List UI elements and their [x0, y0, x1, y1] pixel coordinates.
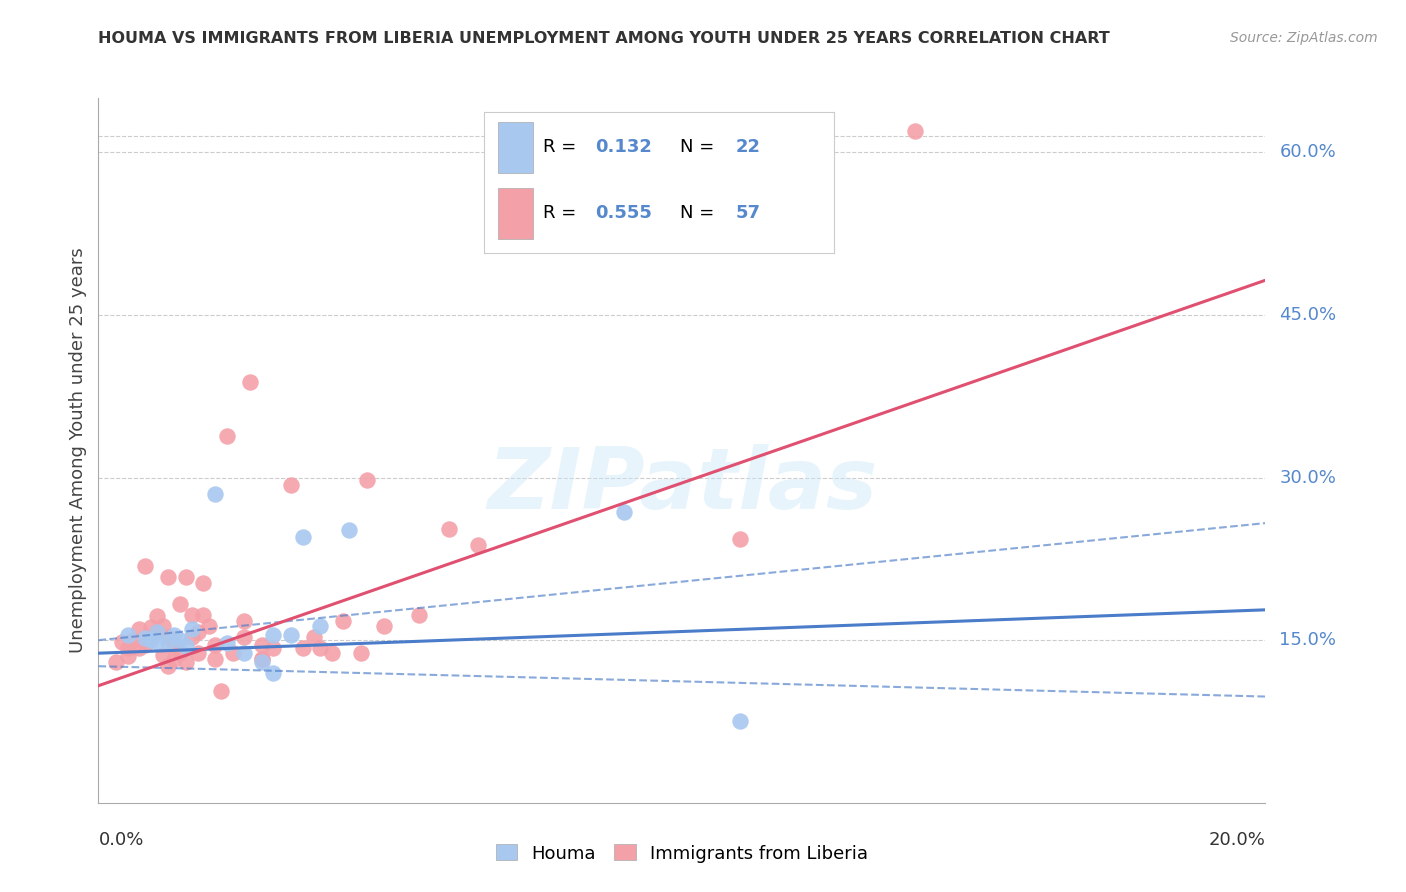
- Point: [215, 429, 238, 443]
- Point: [139, 620, 162, 634]
- Point: [337, 523, 360, 537]
- Text: Source: ZipAtlas.com: Source: ZipAtlas.com: [1230, 31, 1378, 45]
- Point: [163, 651, 186, 665]
- Legend: Houma, Immigrants from Liberia: Houma, Immigrants from Liberia: [488, 837, 876, 870]
- Point: [180, 630, 202, 644]
- Point: [174, 639, 197, 653]
- Point: [152, 648, 174, 663]
- Point: [204, 651, 226, 665]
- Point: [174, 570, 197, 584]
- Point: [157, 635, 180, 649]
- Point: [209, 684, 232, 698]
- Point: [180, 608, 202, 623]
- Point: [198, 619, 221, 633]
- Point: [117, 640, 139, 655]
- Point: [146, 624, 169, 639]
- Point: [321, 646, 343, 660]
- Text: ZIPatlas: ZIPatlas: [486, 444, 877, 527]
- Point: [104, 655, 127, 669]
- Point: [262, 628, 284, 642]
- Point: [163, 628, 186, 642]
- Point: [146, 609, 169, 624]
- Point: [204, 638, 226, 652]
- Point: [128, 640, 150, 655]
- Point: [139, 633, 162, 648]
- Point: [262, 640, 284, 655]
- Point: [157, 630, 180, 644]
- Point: [262, 665, 284, 680]
- Point: [280, 628, 302, 642]
- Text: 30.0%: 30.0%: [1279, 468, 1336, 486]
- Point: [187, 646, 209, 660]
- Point: [174, 655, 197, 669]
- Point: [180, 623, 202, 637]
- Point: [169, 646, 191, 660]
- Text: 15.0%: 15.0%: [1279, 632, 1336, 649]
- Point: [250, 651, 273, 665]
- Point: [233, 646, 256, 660]
- Point: [408, 608, 430, 623]
- Point: [904, 123, 927, 137]
- Point: [139, 630, 162, 644]
- Text: 45.0%: 45.0%: [1279, 306, 1337, 324]
- Point: [193, 608, 215, 623]
- Point: [111, 635, 134, 649]
- Point: [157, 659, 180, 673]
- Text: HOUMA VS IMMIGRANTS FROM LIBERIA UNEMPLOYMENT AMONG YOUTH UNDER 25 YEARS CORRELA: HOUMA VS IMMIGRANTS FROM LIBERIA UNEMPLO…: [98, 31, 1111, 46]
- Point: [612, 505, 634, 519]
- Point: [169, 598, 191, 612]
- Point: [239, 375, 262, 389]
- Point: [280, 478, 302, 492]
- Point: [373, 619, 395, 633]
- Point: [291, 530, 314, 544]
- Point: [134, 631, 156, 645]
- Point: [250, 651, 273, 665]
- Point: [309, 619, 332, 633]
- Point: [291, 640, 314, 655]
- Point: [169, 633, 191, 648]
- Point: [152, 619, 174, 633]
- Point: [134, 638, 156, 652]
- Point: [221, 646, 243, 660]
- Point: [215, 636, 238, 650]
- Point: [233, 630, 256, 644]
- Point: [134, 559, 156, 574]
- Text: 60.0%: 60.0%: [1279, 144, 1336, 161]
- Point: [117, 649, 139, 664]
- Point: [304, 630, 326, 644]
- Point: [117, 628, 139, 642]
- Point: [163, 638, 186, 652]
- Point: [204, 487, 226, 501]
- Point: [157, 570, 180, 584]
- Text: 0.0%: 0.0%: [98, 831, 143, 849]
- Point: [728, 533, 751, 547]
- Point: [728, 714, 751, 729]
- Point: [128, 623, 150, 637]
- Point: [332, 614, 354, 628]
- Point: [250, 655, 273, 669]
- Point: [350, 646, 373, 660]
- Point: [146, 635, 169, 649]
- Point: [250, 638, 273, 652]
- Point: [233, 614, 256, 628]
- Point: [356, 473, 378, 487]
- Point: [437, 522, 460, 536]
- Point: [122, 633, 145, 648]
- Y-axis label: Unemployment Among Youth under 25 years: Unemployment Among Youth under 25 years: [69, 248, 87, 653]
- Text: 20.0%: 20.0%: [1209, 831, 1265, 849]
- Point: [309, 640, 332, 655]
- Point: [193, 575, 215, 590]
- Point: [146, 624, 169, 639]
- Point: [467, 538, 489, 552]
- Point: [187, 624, 209, 639]
